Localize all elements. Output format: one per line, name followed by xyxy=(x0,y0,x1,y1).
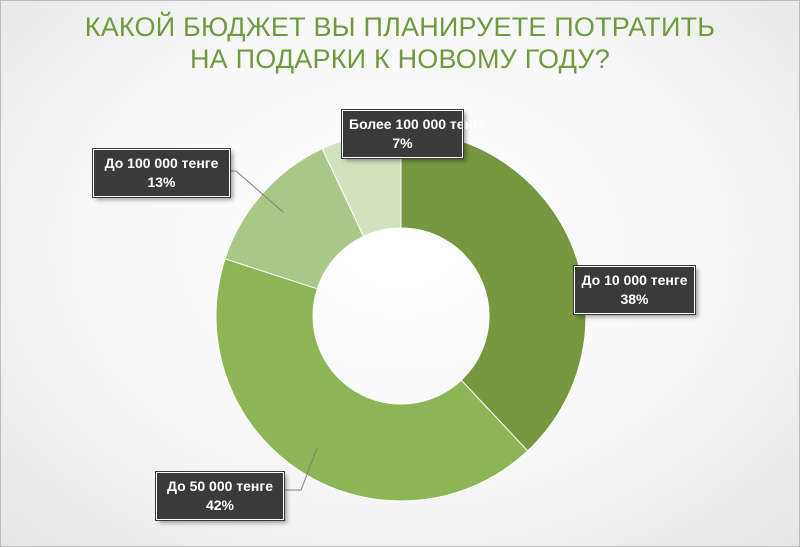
leader-lines xyxy=(230,170,318,491)
data-label-category: Более 100 000 тенге xyxy=(349,116,487,132)
leader-line-2 xyxy=(284,447,318,491)
data-label-value: 42% xyxy=(205,497,235,513)
chart-title-line-2: НА ПОДАРКИ К НОВОМУ ГОДУ? xyxy=(189,44,611,74)
data-label-value: 13% xyxy=(147,174,176,190)
chart-title: КАКОЙ БЮДЖЕТ ВЫ ПЛАНИРУЕТЕ ПОТРАТИТЬ НА … xyxy=(1,11,799,75)
data-label-slice-3: До 100 000 тенге 13% xyxy=(92,148,231,198)
data-label-category: До 10 000 тенге xyxy=(581,272,688,288)
data-label-slice-2: До 50 000 тенге 42% xyxy=(155,471,285,521)
chart-title-line-1: КАКОЙ БЮДЖЕТ ВЫ ПЛАНИРУЕТЕ ПОТРАТИТЬ xyxy=(84,12,716,42)
leader-line-3 xyxy=(230,170,284,213)
data-label-category: До 50 000 тенге xyxy=(166,478,273,494)
data-label-value: 38% xyxy=(620,291,649,307)
donut-slices xyxy=(215,130,587,502)
data-label-category: До 100 000 тенге xyxy=(104,155,219,171)
donut-slice-1 xyxy=(400,130,587,452)
data-label-slice-1: До 10 000 тенге 38% xyxy=(573,265,696,315)
data-label-slice-4: Более 100 000 тенге 7% xyxy=(341,109,487,159)
data-label-value: 7% xyxy=(392,135,413,151)
donut-slice-2 xyxy=(215,258,529,502)
